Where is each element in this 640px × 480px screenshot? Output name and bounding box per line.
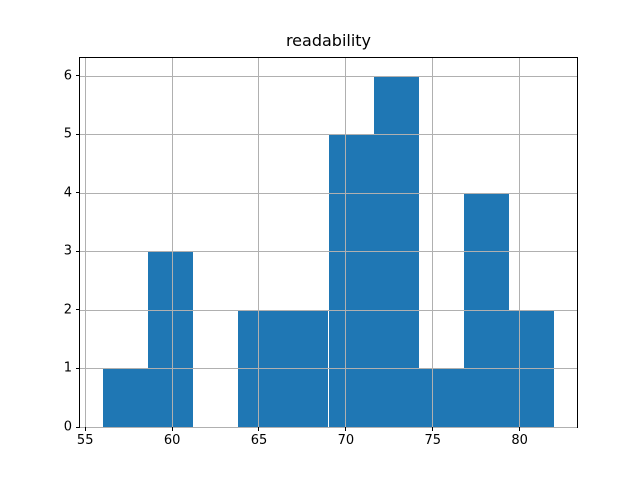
gridline-vertical <box>345 58 347 427</box>
gridline-vertical <box>432 58 434 427</box>
histogram-bar <box>328 134 374 427</box>
tick-layer: 55 60 65 70 75 80 0 1 2 3 4 5 6 <box>64 58 577 448</box>
x-axis-tick-label: 65 <box>250 433 268 448</box>
gridline-vertical <box>171 58 173 427</box>
x-axis-tick-label: 55 <box>76 433 94 448</box>
gridline-horizontal <box>80 192 577 194</box>
gridline-vertical <box>84 58 86 427</box>
x-axis-tick <box>519 427 521 431</box>
x-axis-tick <box>432 427 434 431</box>
gridline-vertical <box>519 58 521 427</box>
plot-area: 55 60 65 70 75 80 0 1 2 3 4 5 6 <box>64 57 578 448</box>
y-axis-tick <box>76 367 80 369</box>
y-axis-tick-label: 3 <box>63 243 72 259</box>
gridline-horizontal <box>80 427 577 428</box>
x-axis-tick <box>345 427 347 431</box>
y-axis-tick <box>76 133 80 135</box>
gridline-horizontal <box>80 251 577 253</box>
gridline-horizontal <box>80 368 577 370</box>
y-axis-tick <box>76 250 80 252</box>
x-axis-tick-label: 70 <box>337 433 355 448</box>
x-axis-tick <box>171 427 173 431</box>
grid-layer <box>80 58 577 428</box>
y-axis-tick-label: 2 <box>63 302 72 318</box>
y-axis-tick-label: 0 <box>63 419 72 435</box>
y-axis-tick-label: 6 <box>63 68 72 84</box>
y-axis-tick <box>76 75 80 77</box>
gridline-horizontal <box>80 134 577 136</box>
y-axis-tick-label: 5 <box>63 126 72 142</box>
x-axis-tick-label: 75 <box>424 433 442 448</box>
histogram-bar <box>102 368 148 427</box>
gridline-vertical <box>258 58 260 427</box>
x-axis-tick <box>84 427 86 431</box>
gridline-horizontal <box>80 309 577 311</box>
y-axis-tick <box>76 309 80 311</box>
y-axis-tick-label: 1 <box>63 360 72 376</box>
y-axis-tick-label: 4 <box>63 185 72 201</box>
x-axis-tick-label: 60 <box>163 433 181 448</box>
chart-title: readability <box>285 31 372 50</box>
y-axis-tick <box>76 426 80 428</box>
histogram-bar <box>147 251 193 427</box>
histogram-bar <box>418 368 465 427</box>
y-axis-tick <box>76 192 80 194</box>
x-axis-tick-label: 80 <box>511 433 528 448</box>
gridline-horizontal <box>80 75 577 77</box>
x-axis-tick <box>258 427 260 431</box>
